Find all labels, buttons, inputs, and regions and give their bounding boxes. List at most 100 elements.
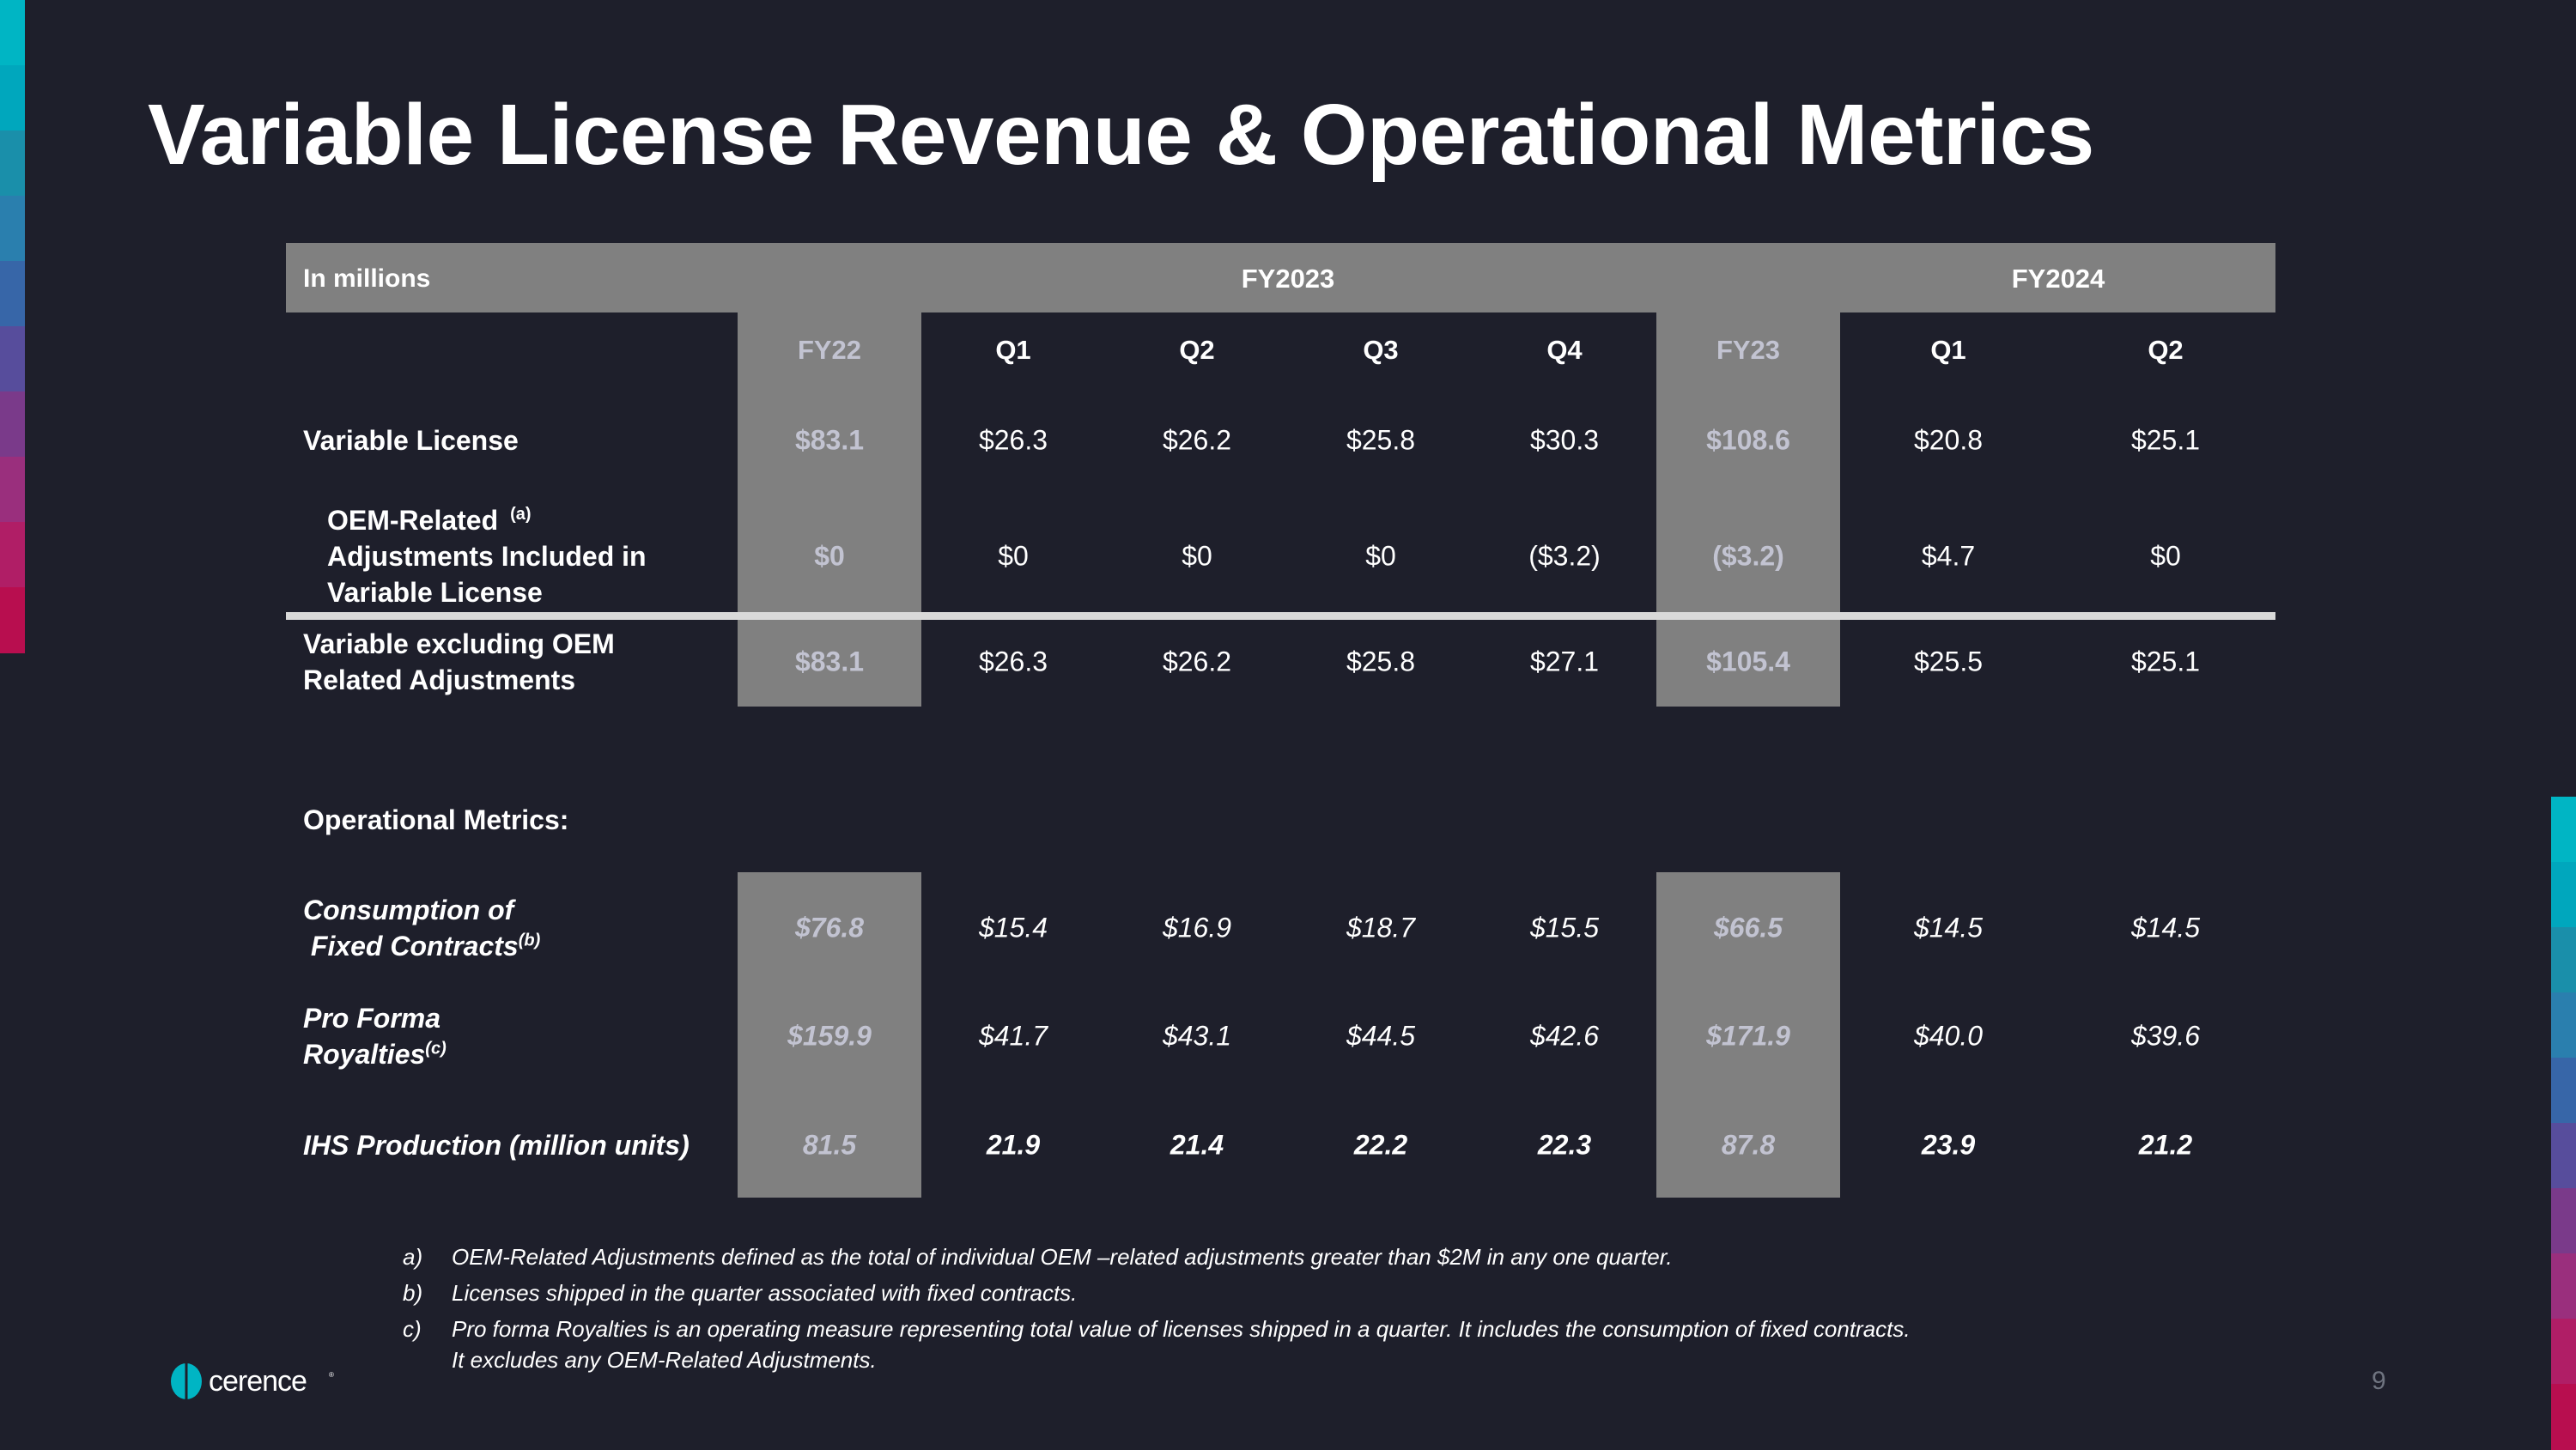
table-cell: $43.1 [1162,1020,1232,1052]
table-cell: $0 [998,540,1029,572]
stripe-segment [2551,1384,2576,1450]
table-cell: $105.4 [1706,646,1790,677]
cerence-logo: cerence ® [169,1362,341,1405]
stripe-segment [2551,927,2576,993]
row-label-line: Variable excluding OEM [303,628,615,659]
column-header: Q2 [2148,335,2184,365]
footnote-text: Licenses shipped in the quarter associat… [452,1280,1078,1306]
fy23-metrics-shade [1656,872,1840,1198]
svg-text:®: ® [329,1371,334,1379]
footnote-marker: (b) [518,931,541,950]
table-cell: $16.9 [1162,912,1232,943]
stripe-segment [0,130,25,197]
column-header: FY23 [1716,335,1781,365]
column-header: Q2 [1179,335,1215,365]
group-header-fy2024: FY2024 [2011,264,2105,294]
row-label-line: Related Adjustments [303,664,576,695]
fy22-column-shade [738,312,921,707]
table-cell: 87.8 [1721,1129,1776,1161]
footnote-text: OEM-Related Adjustments defined as the t… [452,1244,1673,1270]
cerence-logo-mark-icon: cerence ® [171,1363,334,1399]
table-cell: $30.3 [1529,424,1600,456]
row-label-line-wrap: OEM-Related (a) [327,502,647,538]
table-cell: $171.9 [1706,1020,1790,1052]
table-cell: $83.1 [794,424,865,456]
svg-text:cerence: cerence [209,1365,307,1398]
fy22-metrics-shade [738,872,921,1198]
units-label: In millions [303,264,431,293]
column-header: Q4 [1546,335,1583,365]
table-cell: 21.4 [1170,1129,1224,1161]
table-cell: $0 [1182,540,1212,572]
table-cell: $14.5 [1913,912,1984,943]
table-cell: $40.0 [1913,1020,1984,1052]
table-cell: $25.1 [2130,646,2201,677]
table-cell: $108.6 [1706,424,1790,456]
table-cell: $76.8 [794,912,865,943]
stripe-segment [2551,1253,2576,1320]
row-label: Consumption of Fixed Contracts(b) [303,892,540,964]
stripe-segment [2551,1188,2576,1254]
table-cell: $18.7 [1346,912,1416,943]
row-label-line: Consumption of [303,895,514,925]
page-title: Variable License Revenue & Operational M… [148,87,2094,183]
row-label-line: Variable License [327,577,543,608]
table-header-band [286,243,2275,312]
stripe-segment [0,587,25,653]
section-label-operational-metrics: Operational Metrics: [303,804,569,835]
group-header-fy2023: FY2023 [1241,264,1335,294]
table-cell: $0 [2150,540,2181,572]
table-cell: $0 [814,540,845,572]
table-cell: $26.2 [1162,424,1232,456]
table-cell: ($3.2) [1712,540,1784,572]
table-cell: ($3.2) [1528,540,1601,572]
stripe-segment [0,261,25,327]
table-cell: $15.4 [978,912,1048,943]
table-cell: $66.5 [1713,912,1783,943]
column-header: Q3 [1363,335,1399,365]
footnote-marker: (a) [510,505,532,525]
row-label: Variable excluding OEM Related Adjustment… [303,626,615,698]
table-cell: $42.6 [1529,1020,1600,1052]
stripe-segment [0,326,25,392]
table-cell: $15.5 [1529,912,1600,943]
footnote-marker: a) [403,1244,423,1270]
table-cell: $26.3 [978,646,1048,677]
table-cell: 21.2 [2138,1129,2193,1161]
footnote-text: Pro forma Royalties is an operating meas… [452,1316,1911,1342]
table-cell: $25.5 [1913,646,1984,677]
row-label-line-wrap: Royalties(c) [303,1036,447,1072]
column-header: Q1 [1930,335,1966,365]
table-cell: $41.7 [978,1020,1048,1052]
row-label: Pro Forma Royalties(c) [303,1000,447,1072]
footnote-marker: (c) [425,1039,447,1059]
stripe-segment [2551,1319,2576,1385]
row-label: IHS Production (million units) [303,1127,690,1163]
row-label-line-wrap: Fixed Contracts(b) [303,928,540,964]
column-header: Q1 [995,335,1031,365]
footnote-text: It excludes any OEM-Related Adjustments. [452,1347,877,1373]
stripe-segment [2551,992,2576,1059]
row-label-line: Fixed Contracts [303,931,519,962]
stripe-segment [0,196,25,262]
table-cell: 22.3 [1537,1129,1592,1161]
table-cell: $83.1 [794,646,865,677]
stripe-segment [0,522,25,588]
row-label-line: IHS Production (million units) [303,1130,690,1161]
row-label-line: Variable License [303,425,519,456]
table-cell: 81.5 [802,1129,857,1161]
stripe-segment [0,391,25,458]
row-label: Variable License [303,422,519,458]
table-cell: $39.6 [2130,1020,2201,1052]
stripe-segment [2551,1058,2576,1124]
table-cell: $25.8 [1346,646,1416,677]
table-cell: $20.8 [1913,424,1984,456]
table-cell: $159.9 [787,1020,872,1052]
stripe-segment [2551,1123,2576,1189]
table-divider [286,612,2275,620]
fy23-column-shade [1656,312,1840,707]
table-cell: 21.9 [986,1129,1041,1161]
stripe-segment [2551,797,2576,863]
page-number: 9 [2372,1367,2386,1395]
footnote-marker: b) [403,1280,423,1306]
